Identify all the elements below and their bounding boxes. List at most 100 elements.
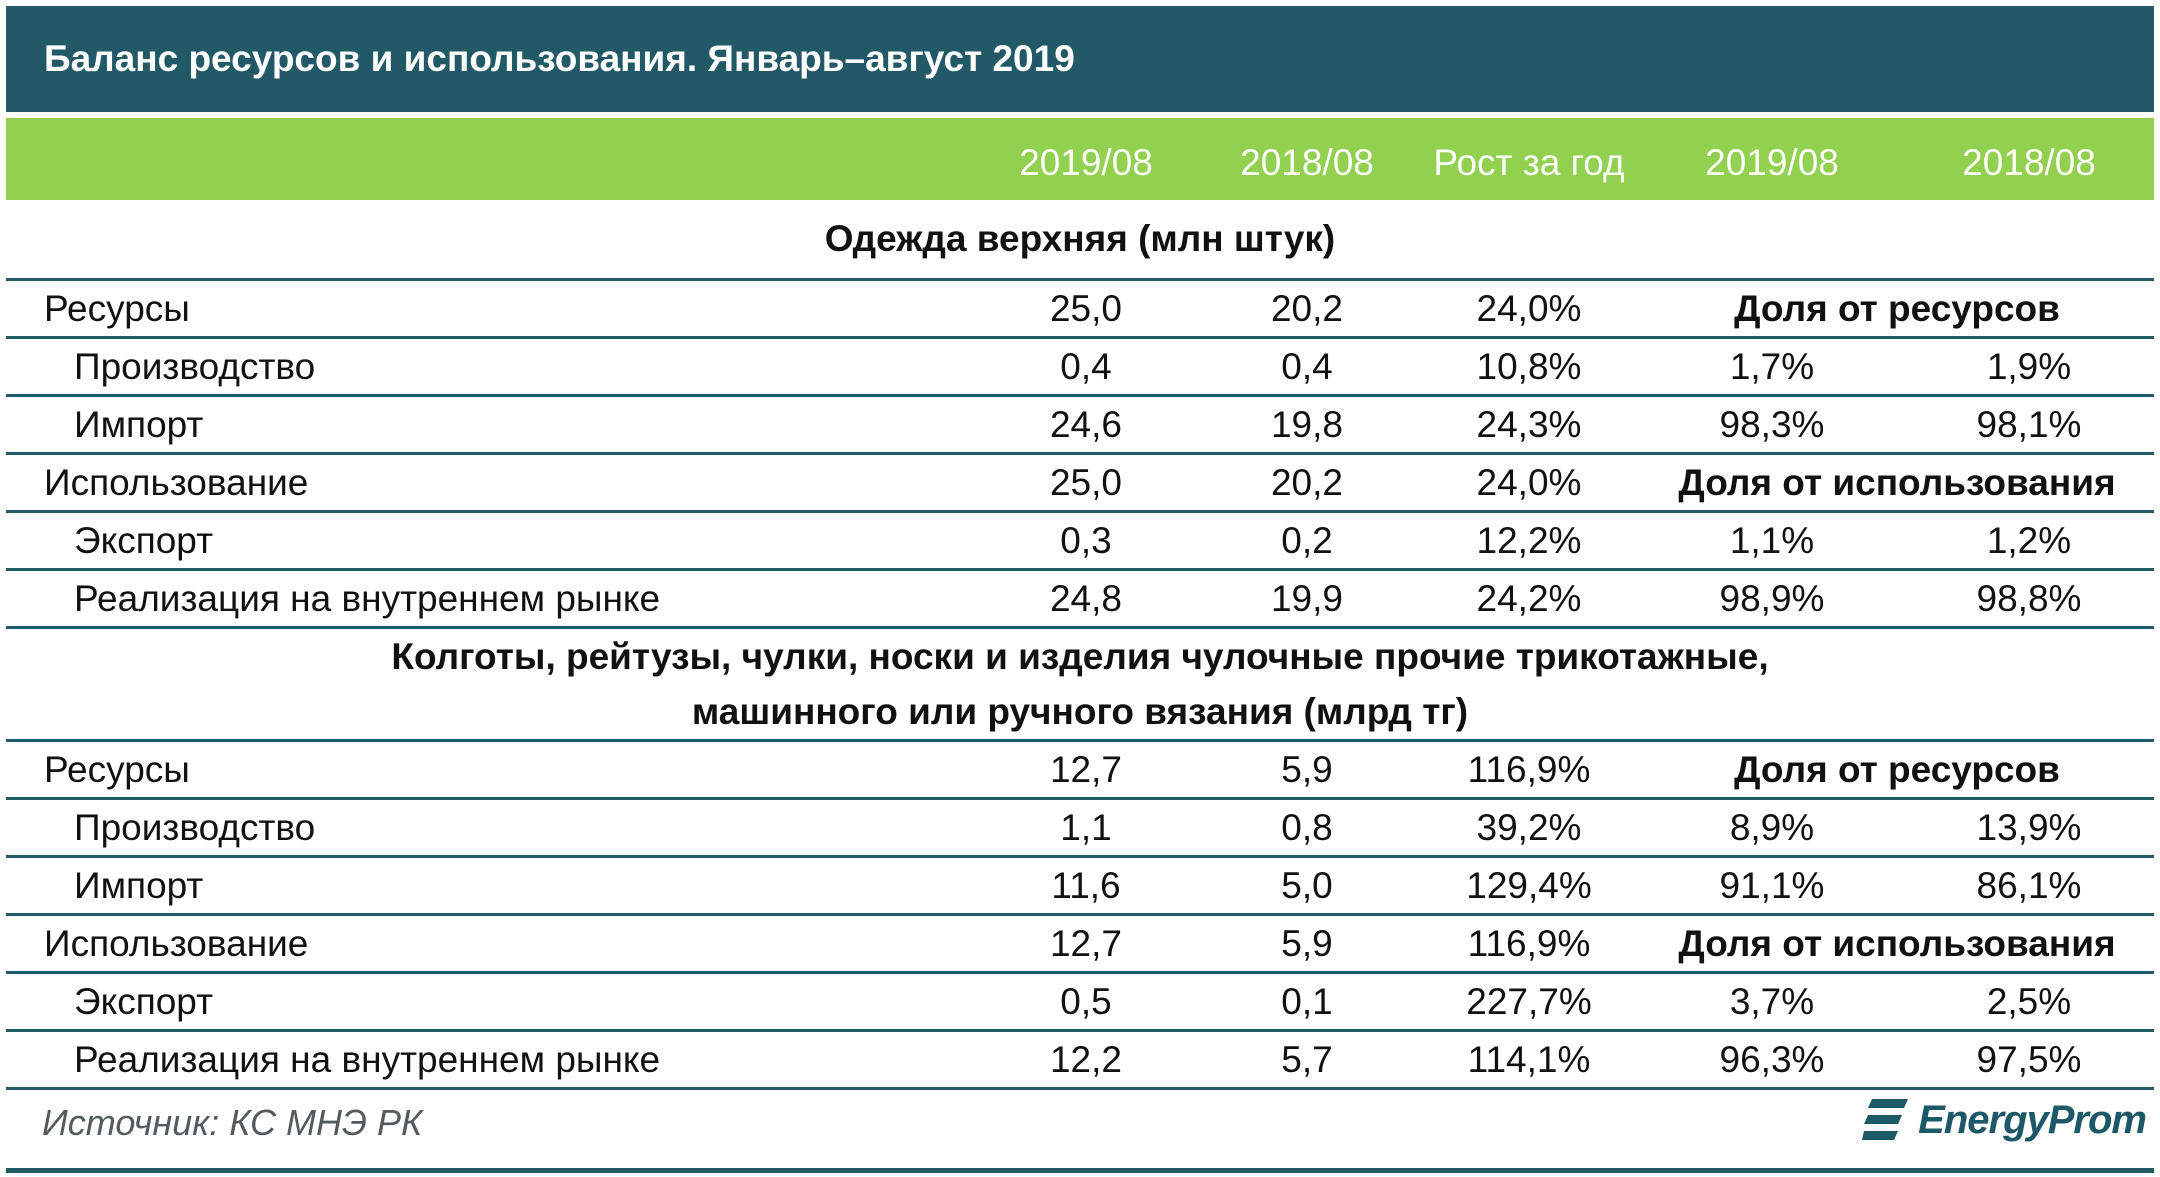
table-row: Ресурсы 12,7 5,9 116,9% Доля от ресурсов <box>6 740 2154 800</box>
cell-2018: 0,4 <box>1196 337 1418 397</box>
cell-share-2019: 96,3% <box>1640 1030 1904 1090</box>
section-heading-row: Колготы, рейтузы, чулки, носки и изделия… <box>6 627 2154 742</box>
table-row: Производство 1,1 0,8 39,2% 8,9% 13,9% <box>6 798 2154 858</box>
cell-2019: 11,6 <box>976 856 1196 916</box>
cell-share-2019: 1,7% <box>1640 337 1904 397</box>
table-row: Реализация на внутреннем рынке 24,8 19,9… <box>6 569 2154 629</box>
cell-2019: 1,1 <box>976 798 1196 858</box>
cell-share-2019: 98,3% <box>1640 395 1904 455</box>
cell-share-2019: 91,1% <box>1640 856 1904 916</box>
row-label: Импорт <box>6 856 976 916</box>
table-row: Реализация на внутреннем рынке 12,2 5,7 … <box>6 1030 2154 1090</box>
cell-growth: 114,1% <box>1418 1030 1640 1090</box>
row-label: Ресурсы <box>6 740 976 800</box>
cell-2018: 0,2 <box>1196 511 1418 571</box>
cell-share-2018: 1,2% <box>1904 511 2154 571</box>
cell-growth: 24,3% <box>1418 395 1640 455</box>
cell-2019: 12,7 <box>976 914 1196 974</box>
cell-growth: 39,2% <box>1418 798 1640 858</box>
row-label: Реализация на внутреннем рынке <box>6 1030 976 1090</box>
table-row: Экспорт 0,5 0,1 227,7% 3,7% 2,5% <box>6 972 2154 1032</box>
section-heading: Одежда верхняя (млн штук) <box>6 200 2154 281</box>
cell-2019: 0,4 <box>976 337 1196 397</box>
cell-2019: 25,0 <box>976 453 1196 513</box>
cell-growth: 116,9% <box>1418 740 1640 800</box>
col-header-2019: 2019/08 <box>1019 142 1153 183</box>
cell-share-2018: 13,9% <box>1904 798 2154 858</box>
section-heading-line: Колготы, рейтузы, чулки, носки и изделия… <box>391 636 1769 677</box>
cell-growth: 24,0% <box>1418 453 1640 513</box>
cell-2018: 5,7 <box>1196 1030 1418 1090</box>
section-heading-row: Одежда верхняя (млн штук) <box>6 200 2154 281</box>
section-heading: Колготы, рейтузы, чулки, носки и изделия… <box>6 627 2154 742</box>
row-label: Экспорт <box>6 511 976 571</box>
cell-share-2018: 86,1% <box>1904 856 2154 916</box>
cell-growth: 129,4% <box>1418 856 1640 916</box>
cell-share-2019: 8,9% <box>1640 798 1904 858</box>
cell-2018: 5,9 <box>1196 914 1418 974</box>
cell-2018: 19,9 <box>1196 569 1418 629</box>
cell-2019: 0,3 <box>976 511 1196 571</box>
row-label: Экспорт <box>6 972 976 1032</box>
cell-2018: 20,2 <box>1196 279 1418 339</box>
col-header-growth: Рост за год <box>1433 142 1625 183</box>
page-title: Баланс ресурсов и использования. Январь–… <box>44 38 1075 79</box>
row-label: Ресурсы <box>6 279 976 339</box>
cell-2018: 19,8 <box>1196 395 1418 455</box>
cell-growth: 116,9% <box>1418 914 1640 974</box>
row-label: Импорт <box>6 395 976 455</box>
row-label: Использование <box>6 453 976 513</box>
cell-2019: 24,8 <box>976 569 1196 629</box>
table-row: Использование 12,7 5,9 116,9% Доля от ис… <box>6 914 2154 974</box>
table-row: Ресурсы 25,0 20,2 24,0% Доля от ресурсов <box>6 279 2154 339</box>
row-label: Реализация на внутреннем рынке <box>6 569 976 629</box>
cell-share-2018: 98,1% <box>1904 395 2154 455</box>
source-note: Источник: КС МНЭ РК <box>42 1102 423 1143</box>
cell-2019: 12,7 <box>976 740 1196 800</box>
cell-2018: 20,2 <box>1196 453 1418 513</box>
table-row: Экспорт 0,3 0,2 12,2% 1,1% 1,2% <box>6 511 2154 571</box>
cell-share-2018: 2,5% <box>1904 972 2154 1032</box>
cell-2019: 12,2 <box>976 1030 1196 1090</box>
cell-growth: 24,0% <box>1418 279 1640 339</box>
logo-wordmark: EnergyProm <box>1918 1097 2147 1142</box>
table-row: Использование 25,0 20,2 24,0% Доля от ис… <box>6 453 2154 513</box>
share-heading: Доля от использования <box>1640 914 2154 974</box>
title-bar: Баланс ресурсов и использования. Январь–… <box>6 6 2154 112</box>
cell-2018: 5,0 <box>1196 856 1418 916</box>
section-heading-line: машинного или ручного вязания (млрд тг) <box>691 691 1469 732</box>
cell-2019: 0,5 <box>976 972 1196 1032</box>
energyprom-logo: EnergyProm <box>1862 1097 2147 1143</box>
share-heading: Доля от ресурсов <box>1640 740 2154 800</box>
row-label: Производство <box>6 798 976 858</box>
table-row: Импорт 24,6 19,8 24,3% 98,3% 98,1% <box>6 395 2154 455</box>
cell-share-2018: 98,8% <box>1904 569 2154 629</box>
cell-growth: 227,7% <box>1418 972 1640 1032</box>
col-header-2018: 2018/08 <box>1240 142 1374 183</box>
cell-growth: 10,8% <box>1418 337 1640 397</box>
cell-share-2019: 98,9% <box>1640 569 1904 629</box>
cell-2019: 25,0 <box>976 279 1196 339</box>
row-label: Производство <box>6 337 976 397</box>
col-header-share-2018: 2018/08 <box>1962 142 2096 183</box>
table-row: Производство 0,4 0,4 10,8% 1,7% 1,9% <box>6 337 2154 397</box>
cell-share-2019: 3,7% <box>1640 972 1904 1032</box>
cell-share-2018: 1,9% <box>1904 337 2154 397</box>
share-heading: Доля от использования <box>1640 453 2154 513</box>
cell-2019: 24,6 <box>976 395 1196 455</box>
column-header-bar: 2019/08 2018/08 Рост за год 2019/08 2018… <box>6 118 2154 200</box>
cell-growth: 12,2% <box>1418 511 1640 571</box>
bottom-rule <box>6 1168 2154 1173</box>
balance-table: Одежда верхняя (млн штук) Ресурсы 25,0 2… <box>6 200 2154 1090</box>
col-header-share-2019: 2019/08 <box>1705 142 1839 183</box>
row-label: Использование <box>6 914 976 974</box>
cell-share-2018: 97,5% <box>1904 1030 2154 1090</box>
energyprom-logo-icon <box>1862 1099 1909 1140</box>
cell-2018: 0,8 <box>1196 798 1418 858</box>
cell-2018: 0,1 <box>1196 972 1418 1032</box>
cell-2018: 5,9 <box>1196 740 1418 800</box>
cell-growth: 24,2% <box>1418 569 1640 629</box>
table-row: Импорт 11,6 5,0 129,4% 91,1% 86,1% <box>6 856 2154 916</box>
share-heading: Доля от ресурсов <box>1640 279 2154 339</box>
